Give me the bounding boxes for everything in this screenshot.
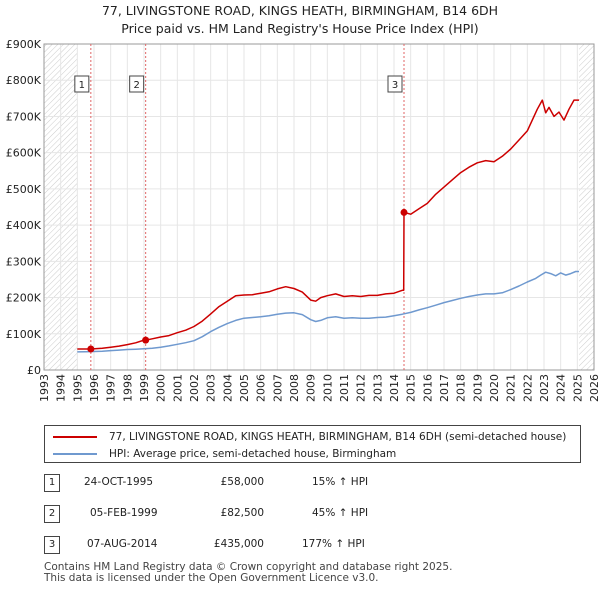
legend-label-hpi: HPI: Average price, semi-detached house,… [109, 448, 397, 460]
sale-marker-box [387, 75, 403, 93]
y-tick-label: £400K [6, 219, 42, 232]
legend-label-property: 77, LIVINGSTONE ROAD, KINGS HEATH, BIRMI… [109, 431, 567, 443]
transaction-price: £435,000 [213, 538, 264, 550]
chart-title: 77, LIVINGSTONE ROAD, KINGS HEATH, BIRMI… [101, 3, 499, 18]
y-tick-label: £900K [6, 38, 42, 51]
transaction-price: £58,000 [220, 476, 264, 488]
plot-area [44, 44, 594, 370]
transaction-hpi-change: 177% ↑ HPI [302, 538, 365, 550]
x-tick-label: 2002 [188, 374, 201, 402]
transaction-number: 3 [44, 536, 60, 554]
x-tick-label: 1999 [138, 374, 151, 402]
x-tick-label: 2013 [371, 374, 384, 402]
y-tick-label: £700K [6, 110, 42, 123]
hpi-line [77, 270, 579, 353]
x-tick-label: 2010 [321, 374, 334, 402]
transaction-hpi-change: 45% ↑ HPI [312, 507, 369, 519]
y-tick-label: £200K [6, 292, 42, 305]
sale-point [400, 208, 408, 216]
y-tick-label: £0 [27, 364, 41, 377]
x-tick-label: 2015 [405, 374, 418, 402]
legend: 77, LIVINGSTONE ROAD, KINGS HEATH, BIRMI… [44, 425, 581, 463]
x-tick-label: 2026 [588, 374, 600, 402]
x-tick-label: 1993 [38, 374, 51, 402]
transaction-date: 24-OCT-1995 [84, 476, 153, 488]
plot-frame [43, 43, 595, 371]
y-tick-label: £600K [6, 147, 42, 160]
x-tick-label: 2004 [221, 374, 234, 402]
legend-item-hpi: HPI: Average price, semi-detached house,… [53, 446, 396, 462]
transaction-date: 05-FEB-1999 [90, 507, 158, 519]
property-price-line [77, 99, 579, 350]
x-tick-label: 2001 [171, 374, 184, 402]
hatched-region [579, 44, 594, 370]
footer-copyright: Contains HM Land Registry data © Crown c… [44, 561, 453, 573]
x-tick-label: 1994 [55, 374, 68, 402]
x-tick-label: 2012 [355, 374, 368, 402]
x-tick-label: 1998 [121, 374, 134, 402]
x-tick-label: 2016 [421, 374, 434, 402]
x-tick-label: 2023 [538, 374, 551, 402]
x-tick-label: 2024 [555, 374, 568, 402]
chart-subtitle: Price paid vs. HM Land Registry's House … [121, 21, 479, 36]
transaction-number: 1 [44, 474, 60, 492]
x-tick-label: 2021 [505, 374, 518, 402]
x-tick-label: 2018 [455, 374, 468, 402]
x-tick-label: 1995 [71, 374, 84, 402]
transaction-number: 2 [44, 505, 60, 523]
x-tick-label: 1997 [105, 374, 118, 402]
transaction-hpi-change: 15% ↑ HPI [312, 476, 369, 488]
x-tick-label: 2009 [305, 374, 318, 402]
x-tick-label: 2014 [388, 374, 401, 402]
y-tick-label: £500K [6, 183, 42, 196]
transaction-date: 07-AUG-2014 [87, 538, 158, 550]
legend-swatch-hpi [53, 453, 97, 455]
x-tick-label: 2005 [238, 374, 251, 402]
legend-item-property: 77, LIVINGSTONE ROAD, KINGS HEATH, BIRMI… [53, 429, 566, 445]
sale-point [87, 345, 95, 353]
x-tick-label: 2017 [438, 374, 451, 402]
y-tick-label: £800K [6, 74, 42, 87]
price-chart: £0 £100K £200K £300K £400K £500K £600K £700K £80… [6, 38, 600, 402]
transaction-price: £82,500 [220, 507, 264, 519]
x-tick-label: 2011 [338, 374, 351, 402]
y-tick-label: £300K [6, 255, 42, 268]
x-tick-label: 2019 [471, 374, 484, 402]
sale-point [142, 336, 150, 344]
x-tick-label: 2025 [571, 374, 584, 402]
sale-marker-label: 1 [79, 80, 85, 91]
sale-marker-label: 2 [133, 80, 139, 91]
x-tick-label: 2022 [521, 374, 534, 402]
sale-marker-box [129, 75, 145, 93]
x-tick-label: 2020 [488, 374, 501, 402]
x-tick-label: 2006 [255, 374, 268, 402]
x-tick-label: 1996 [88, 374, 101, 402]
sale-marker-box [74, 75, 90, 93]
footer-licence: This data is licensed under the Open Gov… [44, 572, 379, 584]
x-tick-label: 2008 [288, 374, 301, 402]
x-tick-label: 2003 [205, 374, 218, 402]
x-tick-label: 2000 [155, 374, 168, 402]
x-tick-label: 2007 [271, 374, 284, 402]
y-tick-label: £100K [6, 328, 42, 341]
sale-marker-label: 3 [392, 80, 398, 91]
legend-swatch-property [53, 436, 97, 438]
